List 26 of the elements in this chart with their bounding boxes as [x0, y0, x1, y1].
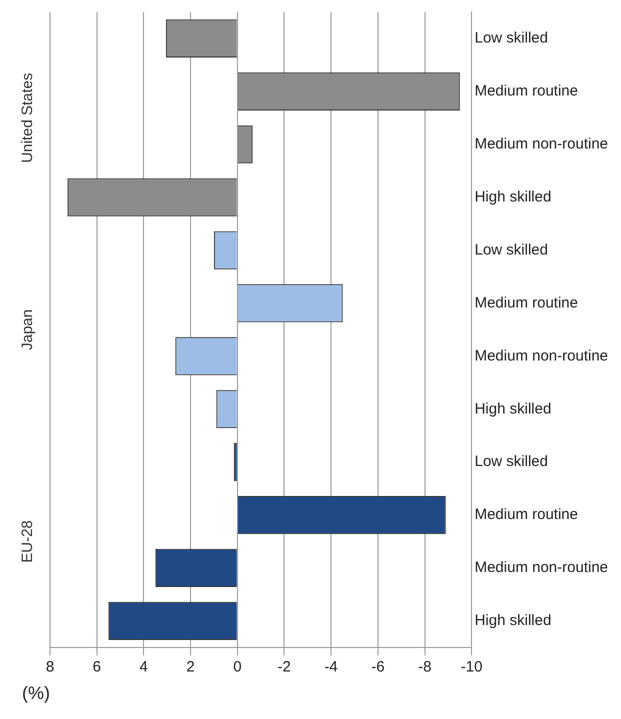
y-tick-label: High skilled — [474, 612, 552, 630]
x-tick-label: -8 — [418, 658, 432, 676]
text: United States — [19, 72, 36, 163]
x-tick-label: 8 — [46, 658, 54, 676]
x-axis-title: (%) — [22, 683, 50, 704]
x-tick-label: 4 — [140, 658, 148, 676]
y-tick-label: Low skilled — [474, 30, 548, 47]
x-tick-label: 6 — [92, 658, 102, 676]
y-tick-label: Medium non-routine — [474, 347, 608, 364]
y-tick-label: Medium non-routine — [474, 136, 608, 153]
y-tick-label: Medium non-routine — [474, 559, 608, 576]
y-tick-label: High skilled — [474, 400, 552, 418]
y-tick-label: Medium routine — [474, 506, 578, 524]
x-tick-label: 2 — [186, 658, 195, 676]
y-tick-label: High skilled — [474, 188, 552, 206]
x-tick-label: -4 — [324, 658, 338, 676]
x-tick-label: -2 — [278, 658, 291, 676]
x-tick-label: 0 — [233, 658, 242, 676]
text: EU-28 — [19, 520, 36, 563]
text: Japan — [19, 309, 36, 350]
y-tick-label: Low skilled — [474, 241, 548, 258]
y-tick-label: Medium routine — [474, 294, 578, 312]
y-tick-label: Low skilled — [474, 453, 548, 470]
y-tick-label: Medium routine — [474, 82, 578, 100]
x-tick-label: -6 — [371, 658, 385, 676]
x-tick-label: -10 — [460, 658, 482, 676]
